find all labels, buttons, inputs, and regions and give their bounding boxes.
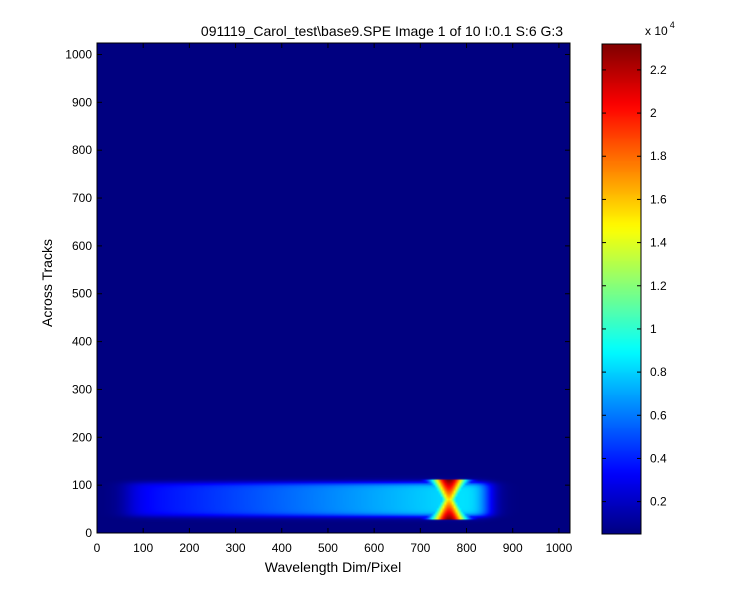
y-tick-label: 0 xyxy=(85,526,92,540)
heatmap-image xyxy=(97,43,570,533)
x-tick-label: 800 xyxy=(457,541,477,555)
y-tick-label: 400 xyxy=(72,335,92,349)
x-tick-label: 600 xyxy=(364,541,384,555)
x-tick-label: 1000 xyxy=(546,541,573,555)
colorbar-tick-label: 1 xyxy=(650,322,657,336)
y-tick-label: 100 xyxy=(72,478,92,492)
x-tick-label: 400 xyxy=(272,541,292,555)
colorbar-tick-label: 0.6 xyxy=(650,408,667,422)
y-tick-label: 500 xyxy=(72,287,92,301)
y-axis-ticks: 0 100 200 300 400 500 600 700 800 900 1000 xyxy=(65,47,570,540)
colorbar-tick-label: 1.6 xyxy=(650,192,667,206)
y-tick-label: 800 xyxy=(72,143,92,157)
y-tick-label: 200 xyxy=(72,430,92,444)
x-axis-ticks: 0 100 200 300 400 500 600 700 800 900 1000 xyxy=(94,43,573,555)
x-tick-label: 700 xyxy=(410,541,430,555)
colorbar-ticks: 0.2 0.4 0.6 0.8 1 1.2 1.4 1.6 1.8 2 2.2 xyxy=(602,63,667,509)
colorbar-tick-label: 0.2 xyxy=(650,495,667,509)
plot-area xyxy=(96,42,571,534)
colorbar-exponent-power: 4 xyxy=(670,20,675,30)
y-tick-label: 900 xyxy=(72,95,92,109)
colorbar-tick-label: 0.4 xyxy=(650,451,667,465)
chart-title: 091119_Carol_test\base9.SPE Image 1 of 1… xyxy=(201,23,563,39)
y-tick-label: 700 xyxy=(72,191,92,205)
y-tick-label: 600 xyxy=(72,239,92,253)
x-axis-label: Wavelength Dim/Pixel xyxy=(265,559,401,575)
x-tick-label: 500 xyxy=(318,541,338,555)
x-tick-label: 100 xyxy=(133,541,153,555)
colorbar-exponent-label: x 10 4 xyxy=(645,20,675,38)
colorbar: 0.2 0.4 0.6 0.8 1 1.2 1.4 1.6 1.8 2 2.2 x 10 4 xyxy=(601,20,675,535)
colorbar-gradient xyxy=(602,44,641,534)
colorbar-frame xyxy=(601,43,642,535)
y-tick-label: 300 xyxy=(72,382,92,396)
colorbar-tick-label: 0.8 xyxy=(650,365,667,379)
colorbar-tick-label: 2 xyxy=(650,106,657,120)
x-tick-label: 300 xyxy=(226,541,246,555)
x-tick-label: 0 xyxy=(94,541,101,555)
x-tick-label: 200 xyxy=(179,541,199,555)
y-axis-label: Across Tracks xyxy=(39,239,55,327)
colorbar-tick-label: 1.8 xyxy=(650,149,667,163)
colorbar-tick-label: 1.2 xyxy=(650,279,667,293)
y-tick-label: 1000 xyxy=(65,47,92,61)
colorbar-tick-label: 1.4 xyxy=(650,236,667,250)
colorbar-exponent-base: x 10 xyxy=(645,24,668,38)
plot-frame xyxy=(96,42,571,534)
colorbar-tick-label: 2.2 xyxy=(650,63,667,77)
x-tick-label: 900 xyxy=(503,541,523,555)
